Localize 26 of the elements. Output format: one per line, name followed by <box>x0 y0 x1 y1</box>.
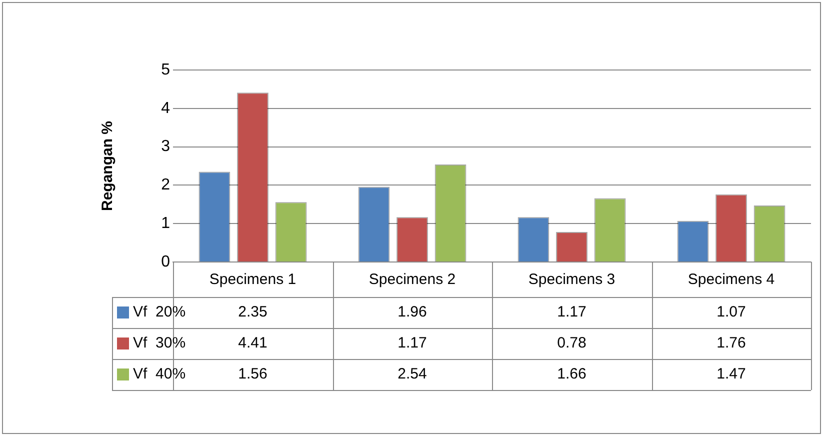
y-axis-title: Regangan % <box>99 120 116 212</box>
data-label: 1.96 <box>398 304 427 321</box>
y-tick-label: 4 <box>161 100 170 117</box>
data-label: 2.35 <box>238 304 268 321</box>
x-tick-label: Specimens 4 <box>688 271 775 288</box>
x-tick-label: Specimens 2 <box>368 271 456 288</box>
y-tick-label: 5 <box>161 61 170 78</box>
legend-label: Vf 20% <box>133 304 186 321</box>
data-label: 1.07 <box>716 304 746 321</box>
y-tick-label: 0 <box>161 253 170 270</box>
legend-label: Vf 40% <box>133 366 186 383</box>
data-label: 4.41 <box>238 334 268 352</box>
data-label: 1.56 <box>238 366 268 383</box>
data-label: 1.76 <box>716 334 746 352</box>
data-label: 0.78 <box>557 334 586 352</box>
data-label: 1.17 <box>557 304 586 321</box>
data-label: 1.47 <box>716 366 746 383</box>
x-tick-label: Specimens 1 <box>209 271 296 288</box>
y-tick-label: 2 <box>161 176 170 194</box>
data-label: 1.66 <box>557 366 586 383</box>
legend-label: Vf 30% <box>133 334 186 352</box>
x-tick-label: Specimens 3 <box>528 271 616 288</box>
data-label: 1.17 <box>398 334 427 352</box>
data-label: 2.54 <box>398 366 427 383</box>
y-tick-label: 3 <box>161 138 170 156</box>
y-tick-label: 1 <box>161 215 170 232</box>
